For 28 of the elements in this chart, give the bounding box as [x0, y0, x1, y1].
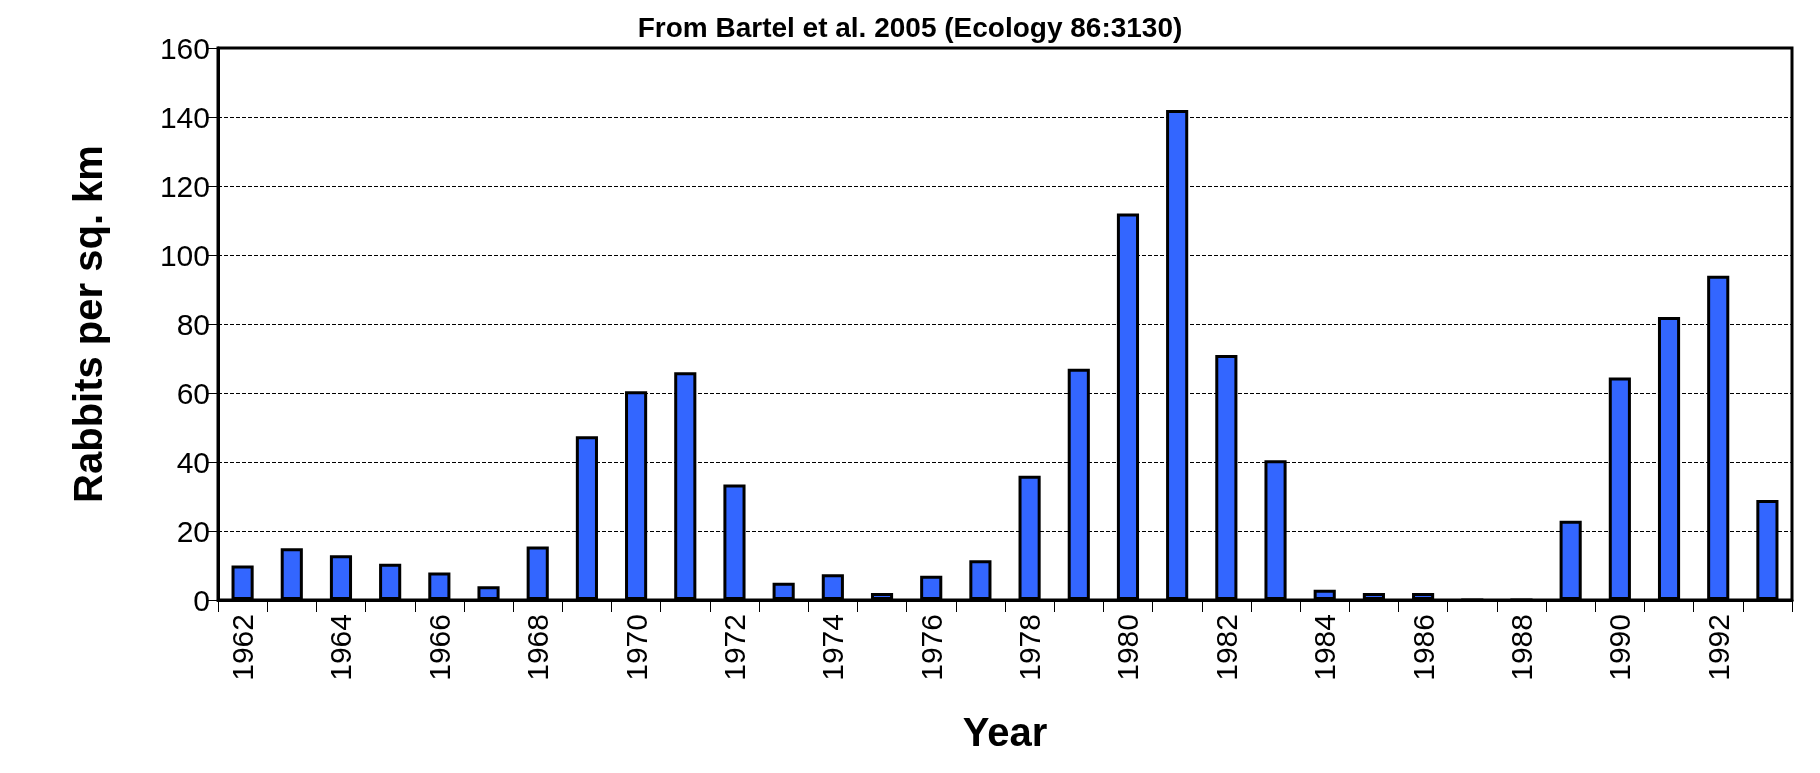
- x-tick-label: 1962: [226, 614, 260, 681]
- y-tick-label: 60: [176, 376, 210, 410]
- y-tick-label: 20: [176, 514, 210, 548]
- x-tick-label: 1968: [521, 614, 555, 681]
- x-tick-label: 1990: [1603, 614, 1637, 681]
- x-tick-label: 1970: [619, 614, 653, 681]
- y-tick-label: 120: [159, 169, 210, 203]
- y-tick-label: 40: [176, 445, 210, 479]
- y-tick-label: 140: [159, 100, 210, 134]
- x-tick-label: 1974: [816, 614, 850, 681]
- x-tick-label: 1992: [1701, 614, 1735, 681]
- x-tick-label: 1988: [1504, 614, 1538, 681]
- y-tick-label: 160: [159, 31, 210, 65]
- x-tick-label: 1982: [1209, 614, 1243, 681]
- y-tick-label: 100: [159, 238, 210, 272]
- x-tick-label: 1976: [914, 614, 948, 681]
- x-tick-label: 1964: [324, 614, 358, 681]
- x-tick-label: 1980: [1111, 614, 1145, 681]
- chart-title: From Bartel et al. 2005 (Ecology 86:3130): [637, 11, 1183, 43]
- y-axis-title: Rabbits per sq. km: [66, 145, 110, 503]
- x-tick-label: 1984: [1308, 614, 1342, 681]
- x-axis-title: Year: [962, 710, 1048, 754]
- x-tick-label: 1972: [717, 614, 751, 681]
- y-tick-label: 0: [193, 583, 210, 617]
- x-tick-label: 1986: [1406, 614, 1440, 681]
- x-tick-label: 1966: [422, 614, 456, 681]
- y-tick-label: 80: [176, 307, 210, 341]
- x-tick-label: 1978: [1013, 614, 1047, 681]
